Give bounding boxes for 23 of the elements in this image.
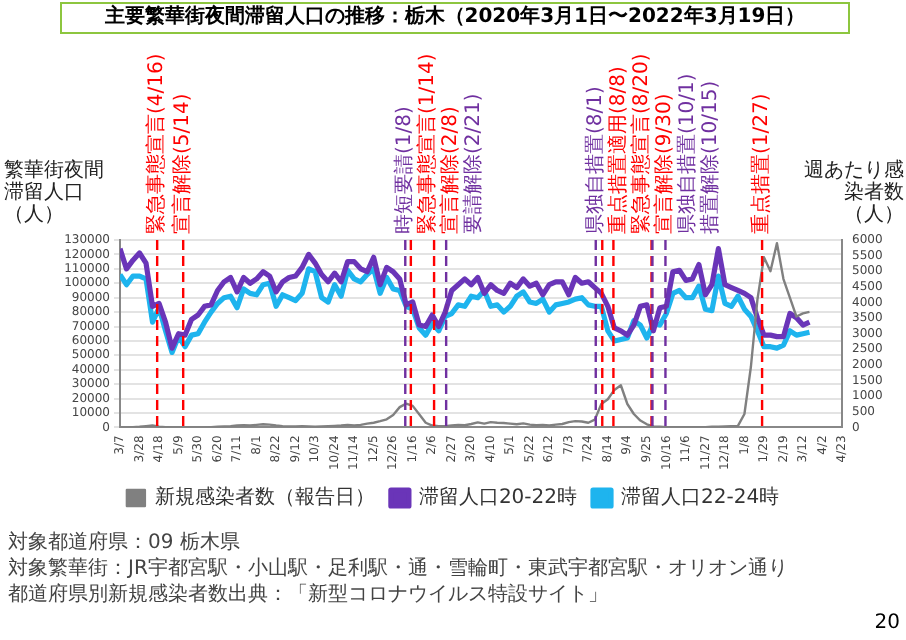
ref-line-label: 宣言解除(9/30) xyxy=(651,93,676,234)
ref-line-label: 重点措置(1/27) xyxy=(749,93,774,234)
text: 対象都道府県：09 栃木県 xyxy=(8,530,242,556)
ref-line-label: 重点措置適用(8/8) xyxy=(605,66,630,234)
chart-title: 主要繁華街夜間滞留人口の推移：栃木（2020年3月1日〜2022年3月19日） xyxy=(60,2,850,34)
ref-line-label: 措置解除(10/15) xyxy=(697,80,722,234)
ref-line-label: 県独自措置(10/1) xyxy=(674,73,699,234)
legend-label: 滞留人口22-24時 xyxy=(621,485,780,510)
text: 20 xyxy=(874,612,900,634)
ref-line-label: 要請解除(2/21) xyxy=(461,93,486,234)
ref-line-label: 県独自措置(8/1) xyxy=(582,86,607,234)
y-axis-title: 繁華街夜間滞留人口（人） xyxy=(4,160,106,226)
legend-label: 滞留人口20-22時 xyxy=(418,485,578,510)
y2-axis-title: 週あたり感染者数（人） xyxy=(802,160,904,226)
ref-line-label: 時短要請(1/8) xyxy=(392,106,417,234)
legend-label: 新規感染者数（報告日） xyxy=(154,485,375,510)
ref-line-label: 緊急事態宣言(1/14) xyxy=(415,53,440,234)
text: 対象繁華街：JR宇都宮駅・小山駅・足利駅・通・雪輪町・東武宇都宮駅・オリオン通り xyxy=(8,556,790,582)
ref-line-label: 宣言解除(5/14) xyxy=(170,93,195,234)
ref-line-label: 宣言解除(2/8) xyxy=(438,106,463,234)
ref-line-label: 緊急事態宣言(8/20) xyxy=(628,53,653,234)
ref-line-label: 緊急事態宣言(4/16) xyxy=(144,53,169,234)
text: 都道府県別新規感染者数出典：「新型コロナウイルス特設サイト」 xyxy=(8,582,610,608)
